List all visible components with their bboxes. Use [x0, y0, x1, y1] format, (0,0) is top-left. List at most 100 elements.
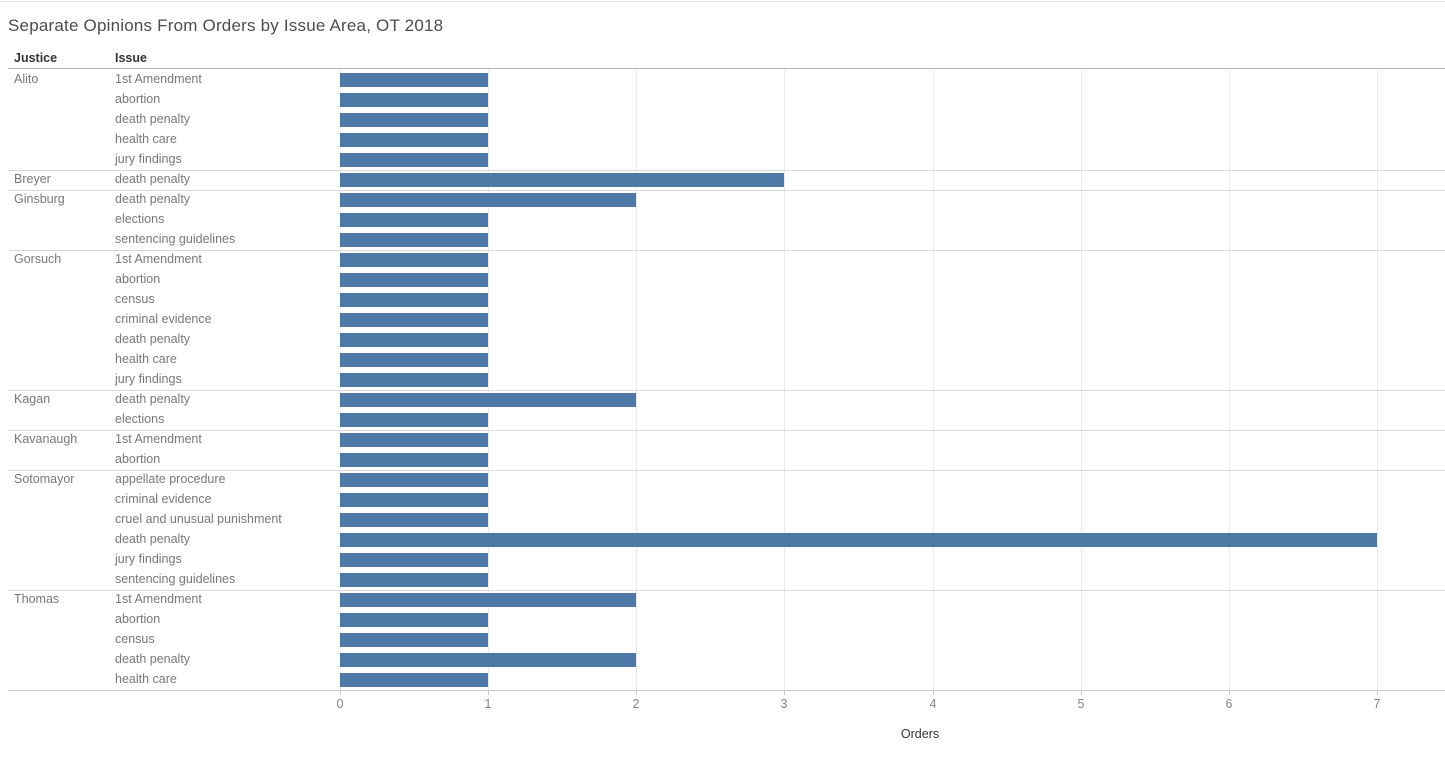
bar[interactable]	[340, 153, 488, 167]
issue-label: jury findings	[115, 372, 182, 386]
issue-label: criminal evidence	[115, 312, 212, 326]
bar[interactable]	[340, 413, 488, 427]
bar[interactable]	[340, 313, 488, 327]
group-divider	[8, 390, 1445, 391]
issue-label: health care	[115, 672, 177, 686]
x-tick-mark	[784, 690, 785, 695]
x-tick-label: 4	[929, 697, 937, 711]
bar[interactable]	[340, 493, 488, 507]
justice-label: Thomas	[14, 592, 60, 606]
issue-label: abortion	[115, 612, 161, 626]
x-tick-mark	[1377, 690, 1378, 695]
issue-label: death penalty	[115, 172, 191, 186]
x-tick-label: 0	[336, 697, 344, 711]
bar[interactable]	[340, 353, 488, 367]
issue-label: abortion	[115, 92, 161, 106]
x-tick-mark	[1081, 690, 1082, 695]
bar[interactable]	[340, 173, 784, 187]
issue-label: 1st Amendment	[115, 432, 202, 446]
bar[interactable]	[340, 513, 488, 527]
issue-label: appellate procedure	[115, 472, 226, 486]
issue-label: census	[115, 292, 155, 306]
issue-label: death penalty	[115, 112, 191, 126]
bar[interactable]	[340, 653, 636, 667]
gridline	[488, 70, 489, 690]
bar[interactable]	[340, 533, 1377, 547]
issue-label: abortion	[115, 272, 161, 286]
justice-column-header: Justice	[14, 51, 58, 65]
top-border	[0, 1, 1445, 2]
group-divider	[8, 430, 1445, 431]
x-tick-mark	[636, 690, 637, 695]
bar[interactable]	[340, 233, 488, 247]
bar[interactable]	[340, 73, 488, 87]
justice-label: Kagan	[14, 392, 51, 406]
bar[interactable]	[340, 673, 488, 687]
issue-label: abortion	[115, 452, 161, 466]
justice-label: Kavanaugh	[14, 432, 78, 446]
issue-label: health care	[115, 132, 177, 146]
gridline	[1377, 70, 1378, 690]
x-tick-mark	[933, 690, 934, 695]
chart-title: Separate Opinions From Orders by Issue A…	[8, 16, 444, 35]
issue-label: death penalty	[115, 652, 191, 666]
group-divider	[8, 170, 1445, 171]
bar[interactable]	[340, 433, 488, 447]
issue-label: health care	[115, 352, 177, 366]
bar[interactable]	[340, 133, 488, 147]
issue-label: 1st Amendment	[115, 592, 202, 606]
issue-label: jury findings	[115, 152, 182, 166]
x-tick-label: 5	[1077, 697, 1085, 711]
bar[interactable]	[340, 553, 488, 567]
bar[interactable]	[340, 193, 636, 207]
issue-label: census	[115, 632, 155, 646]
bar[interactable]	[340, 93, 488, 107]
x-tick-mark	[340, 690, 341, 695]
bar[interactable]	[340, 393, 636, 407]
gridline	[933, 70, 934, 690]
issue-label: elections	[115, 412, 165, 426]
issue-label: death penalty	[115, 192, 191, 206]
bar[interactable]	[340, 373, 488, 387]
issue-label: jury findings	[115, 552, 182, 566]
gridline	[636, 70, 637, 690]
issue-column-header: Issue	[115, 51, 147, 65]
group-divider	[8, 190, 1445, 191]
justice-label: Ginsburg	[14, 192, 65, 206]
bar[interactable]	[340, 113, 488, 127]
bar[interactable]	[340, 473, 488, 487]
issue-label: criminal evidence	[115, 492, 212, 506]
header-divider	[8, 68, 1445, 69]
bar[interactable]	[340, 573, 488, 587]
bar[interactable]	[340, 633, 488, 647]
issue-label: 1st Amendment	[115, 72, 202, 86]
gridline	[1081, 70, 1082, 690]
justice-label: Breyer	[14, 172, 51, 186]
group-divider	[8, 470, 1445, 471]
bar[interactable]	[340, 213, 488, 227]
axis-baseline	[8, 690, 1445, 691]
group-divider	[8, 590, 1445, 591]
bar[interactable]	[340, 613, 488, 627]
issue-label: death penalty	[115, 332, 191, 346]
bar[interactable]	[340, 593, 636, 607]
bar[interactable]	[340, 273, 488, 287]
bar[interactable]	[340, 253, 488, 267]
justice-label: Gorsuch	[14, 252, 62, 266]
issue-label: sentencing guidelines	[115, 232, 236, 246]
bar[interactable]	[340, 453, 488, 467]
bar[interactable]	[340, 293, 488, 307]
x-axis-title: Orders	[900, 727, 940, 741]
x-tick-label: 2	[632, 697, 640, 711]
justice-label: Alito	[14, 72, 39, 86]
x-tick-label: 6	[1225, 697, 1233, 711]
x-tick-mark	[488, 690, 489, 695]
issue-label: death penalty	[115, 532, 191, 546]
x-tick-mark	[1229, 690, 1230, 695]
gridline	[1229, 70, 1230, 690]
x-tick-label: 1	[484, 697, 492, 711]
bar[interactable]	[340, 333, 488, 347]
justice-label: Sotomayor	[14, 472, 75, 486]
issue-label: elections	[115, 212, 165, 226]
